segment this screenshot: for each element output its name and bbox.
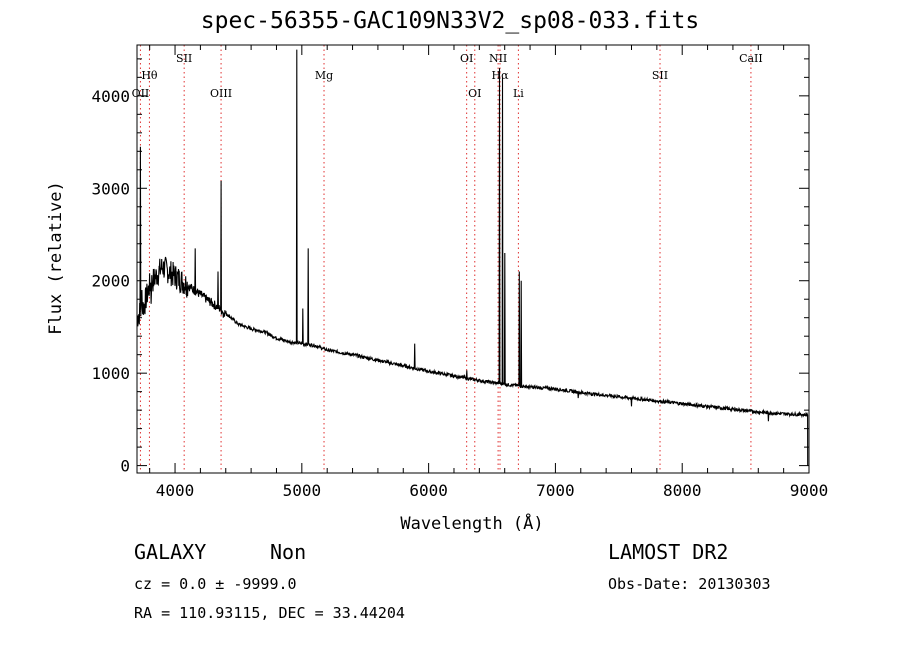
y-tick-label-1: 1000 bbox=[91, 364, 130, 383]
y-tick-label-4: 4000 bbox=[91, 87, 130, 106]
ra-dec: RA = 110.93115, DEC = 33.44204 bbox=[134, 604, 405, 622]
x-tick-label-0: 4000 bbox=[156, 481, 195, 500]
line-marker-label-4: Mg bbox=[315, 69, 333, 82]
y-tick-label-2: 2000 bbox=[91, 272, 130, 291]
spectrum-series bbox=[136, 49, 809, 466]
line-marker-label-2: SII bbox=[176, 52, 192, 65]
page-title: spec-56355-GAC109N33V2_sp08-033.fits bbox=[200, 8, 700, 34]
x-axis-label: Wavelength (Å) bbox=[400, 512, 543, 534]
plot-frame bbox=[136, 44, 810, 474]
line-marker-label-11: CaII bbox=[739, 52, 763, 65]
line-marker-label-5: OI bbox=[460, 52, 473, 65]
object-class: GALAXY bbox=[134, 540, 207, 564]
x-tick-label-4: 8000 bbox=[663, 481, 702, 500]
y-tick-label-0: 0 bbox=[120, 457, 130, 476]
x-tick-label-1: 5000 bbox=[283, 481, 322, 500]
line-marker-label-9: Li bbox=[513, 87, 524, 100]
line-marker-label-1: Hθ bbox=[141, 69, 158, 82]
redshift-line: cz = 0.0 ± -9999.0 bbox=[134, 575, 297, 593]
line-markers bbox=[139, 45, 752, 473]
x-tick-label-5: 9000 bbox=[790, 481, 829, 500]
x-tick-label-3: 7000 bbox=[536, 481, 575, 500]
axes: 4000 5000 6000 7000 8000 9000 0 1000 2000 3000 400… bbox=[91, 44, 829, 500]
line-marker-label-3: OIII bbox=[210, 87, 232, 100]
line-marker-label-0: OII bbox=[132, 87, 150, 100]
line-marker-label-7: NII bbox=[489, 52, 507, 65]
line-marker-label-8: Hα bbox=[491, 69, 509, 82]
object-subclass: Non bbox=[270, 540, 307, 564]
x-tick-label-2: 6000 bbox=[409, 481, 448, 500]
line-marker-label-6: OI bbox=[468, 87, 481, 100]
obs-date: Obs-Date: 20130303 bbox=[608, 575, 771, 593]
spectrum-line bbox=[136, 49, 809, 466]
line-marker-labels: OII Hθ SII OIII Mg OI OI NII Hα Li SII CaII bbox=[132, 52, 763, 100]
y-tick-label-3: 3000 bbox=[91, 179, 130, 198]
survey-name: LAMOST DR2 bbox=[608, 540, 729, 564]
line-marker-label-10: SII bbox=[652, 69, 668, 82]
y-axis-label: Flux (relative) bbox=[46, 181, 66, 335]
